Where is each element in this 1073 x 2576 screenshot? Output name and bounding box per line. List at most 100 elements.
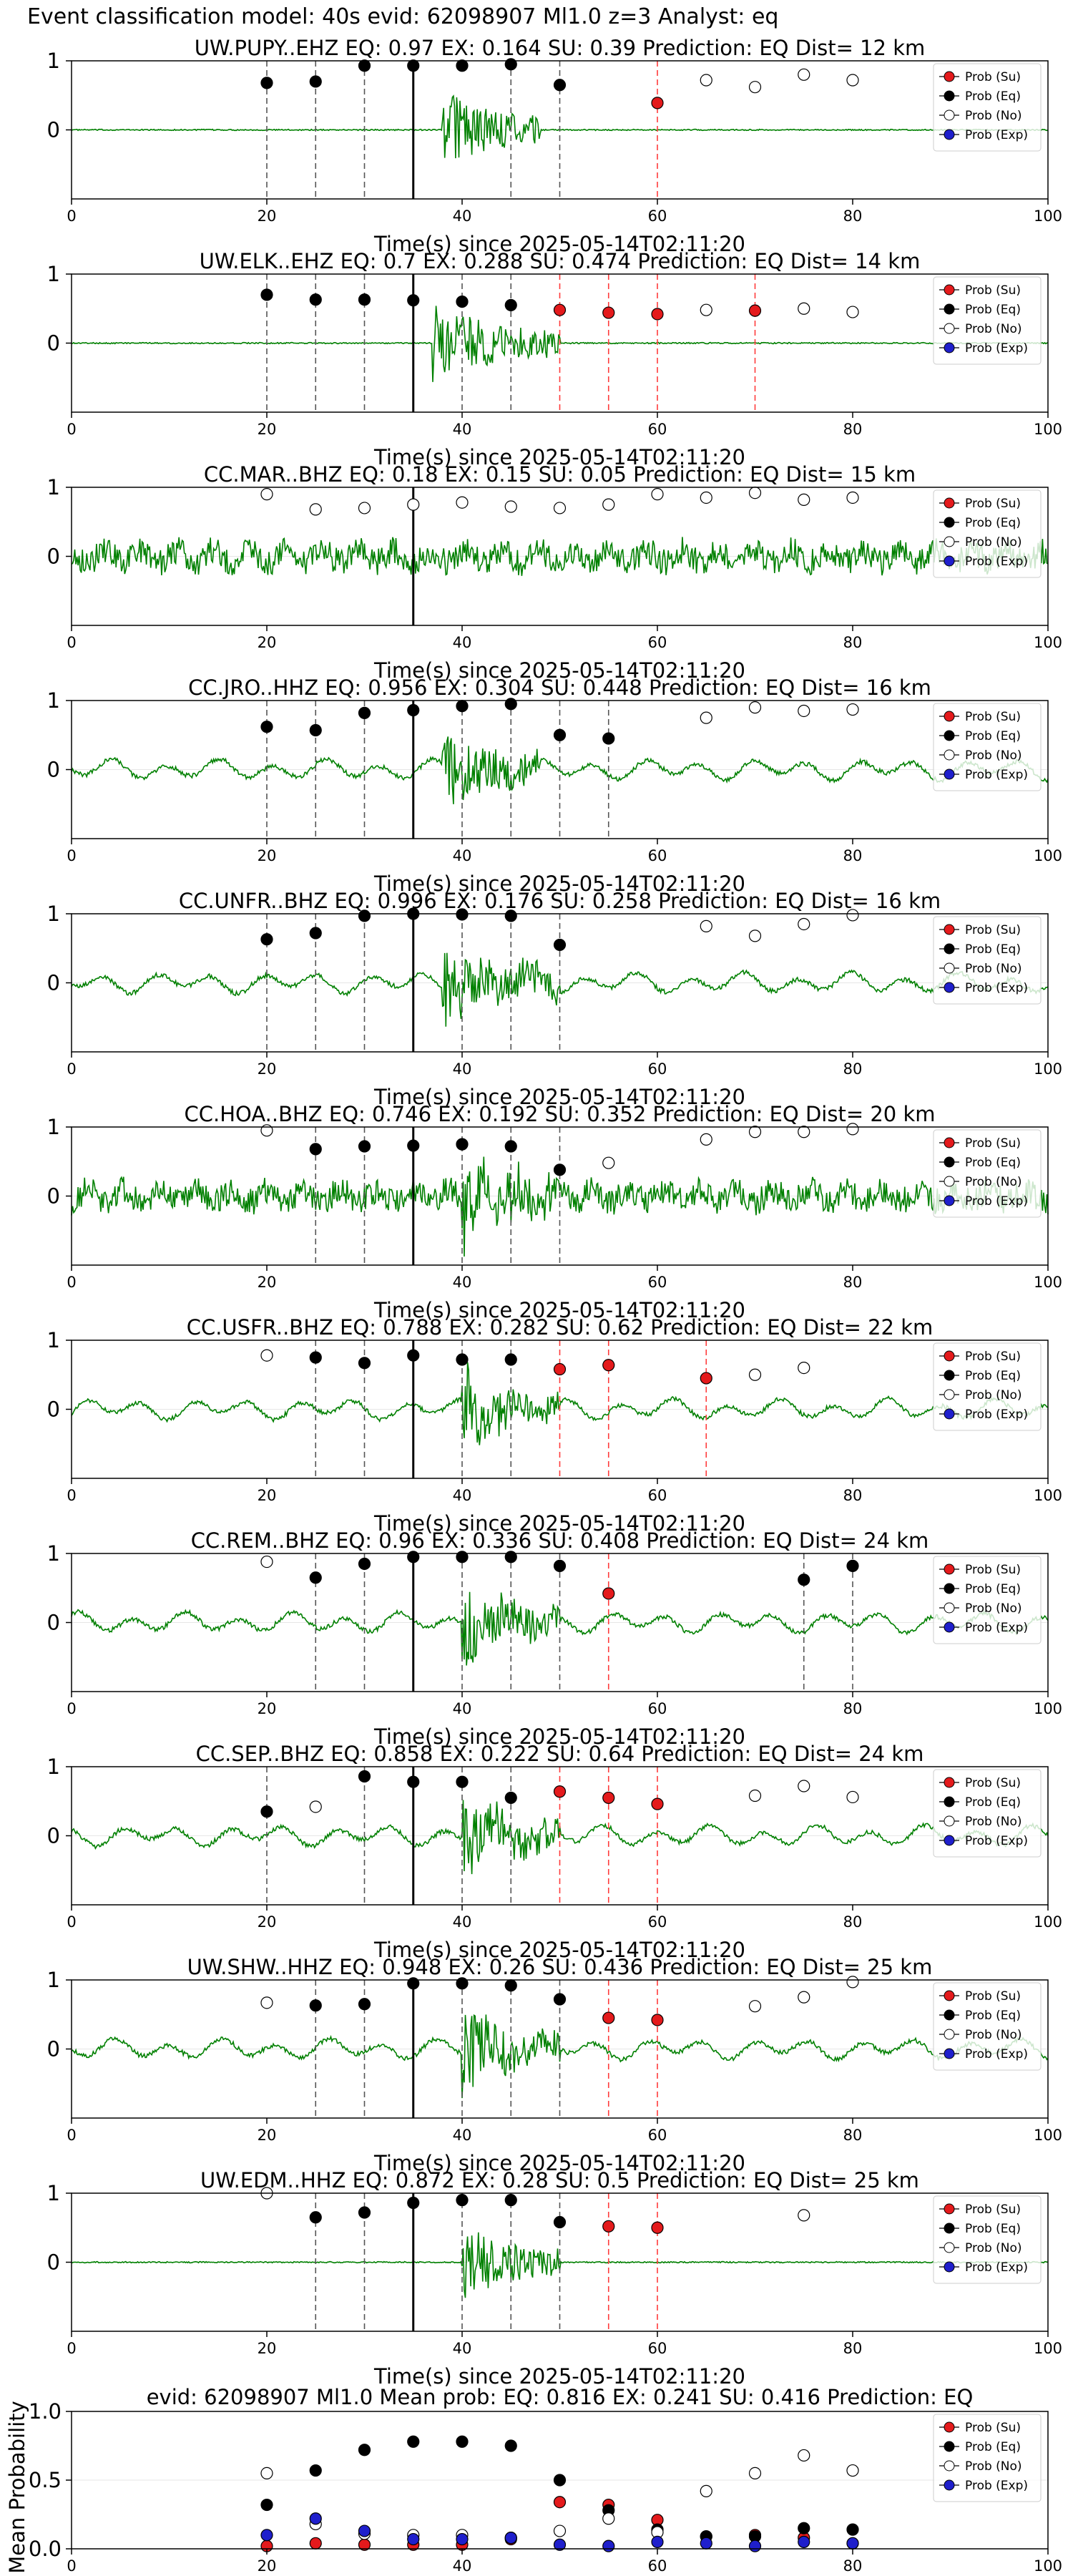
prob-point: [798, 1126, 810, 1138]
legend-box: [933, 1342, 1042, 1431]
summary-panel: evid: 62098907 Ml1.0 Mean prob: EQ: 0.81…: [5, 2385, 1062, 2575]
prob-point: [798, 302, 810, 315]
prob-point: [846, 491, 859, 504]
y-tick-label: 1: [47, 1541, 60, 1566]
legend-label: Prob (Exp): [965, 1834, 1028, 1848]
prob-point: [602, 732, 615, 745]
legend-label: Prob (No): [965, 1388, 1022, 1402]
prob-point: [602, 2011, 615, 2024]
legend-label: Prob (Eq): [965, 303, 1021, 317]
legend-marker: [944, 497, 955, 509]
y-tick-label: 0: [47, 118, 60, 142]
legend-label: Prob (Exp): [965, 1194, 1028, 1209]
prob-point: [358, 293, 371, 306]
mean-prob-point: [602, 2540, 615, 2552]
x-tick-label: 0: [67, 1700, 76, 1717]
y-tick-label: 1: [47, 1115, 60, 1139]
y-tick-label: 1: [47, 1328, 60, 1352]
prob-point: [602, 1587, 615, 1600]
legend-label: Prob (No): [965, 748, 1022, 763]
prob-point: [748, 1789, 762, 1802]
x-tick-label: 40: [453, 2557, 472, 2575]
mean-prob-point: [553, 2524, 567, 2537]
x-tick-label: 40: [453, 1700, 472, 1717]
prob-point: [309, 1571, 322, 1584]
station-panel: UW.PUPY..EHZ EQ: 0.97 EX: 0.164 SU: 0.39…: [47, 36, 1063, 256]
legend-marker: [944, 90, 955, 102]
panel-title: CC.HOA..BHZ EQ: 0.746 EX: 0.192 SU: 0.35…: [184, 1102, 935, 1126]
prob-point: [602, 1359, 615, 1372]
prob-point: [358, 1357, 371, 1370]
prob-point: [456, 1551, 469, 1563]
x-tick-label: 60: [648, 2127, 667, 2144]
prob-point: [748, 487, 762, 499]
x-tick-label: 80: [843, 421, 863, 438]
legend-box: [933, 2195, 1042, 2284]
legend-marker: [944, 555, 955, 567]
mean-prob-point: [798, 2522, 810, 2534]
prob-point: [798, 1361, 810, 1375]
prob-point: [407, 1775, 420, 1788]
panel-title: CC.USFR..BHZ EQ: 0.788 EX: 0.282 SU: 0.6…: [187, 1315, 934, 1340]
legend-label: Prob (Eq): [965, 2222, 1021, 2236]
panel-title: UW.PUPY..EHZ EQ: 0.97 EX: 0.164 SU: 0.39…: [195, 36, 926, 60]
x-tick-label: 20: [258, 421, 277, 438]
waveform-trace: [71, 952, 1049, 1027]
prob-point: [407, 498, 420, 511]
prob-point: [407, 59, 420, 72]
prob-point: [358, 909, 371, 922]
x-tick-label: 100: [1034, 208, 1062, 225]
legend-marker: [944, 1156, 955, 1168]
panel-title: UW.EDM..HHZ EQ: 0.872 EX: 0.28 SU: 0.5 P…: [200, 2168, 919, 2192]
legend-label: Prob (Exp): [965, 2260, 1028, 2275]
prob-point: [748, 930, 762, 942]
legend-label: Prob (Eq): [965, 942, 1021, 957]
legend-marker: [944, 2223, 955, 2234]
legend-label: Prob (No): [965, 2459, 1022, 2474]
x-tick-label: 20: [258, 2557, 277, 2575]
prob-point: [748, 1126, 762, 1138]
legend-marker: [944, 536, 955, 547]
legend-marker: [944, 1835, 955, 1846]
prob-point: [798, 704, 810, 718]
mean-prob-point: [309, 2537, 322, 2550]
legend-label: Prob (Eq): [965, 2440, 1021, 2454]
prob-point: [651, 97, 664, 109]
mean-prob-point: [798, 2535, 810, 2548]
prob-point: [407, 703, 420, 717]
prob-point: [260, 288, 273, 301]
prob-point: [456, 908, 469, 921]
prob-point: [260, 1555, 273, 1568]
x-tick-label: 100: [1034, 421, 1062, 438]
legend-label: Prob (Eq): [965, 516, 1021, 530]
mean-prob-point: [358, 2444, 371, 2457]
mean-prob-point: [553, 2474, 567, 2487]
legend-label: Prob (Exp): [965, 2479, 1028, 2493]
x-tick-label: 20: [258, 1913, 277, 1931]
legend-label: Prob (No): [965, 322, 1022, 336]
prob-point: [651, 308, 664, 321]
prob-point: [553, 938, 567, 952]
x-tick-label: 80: [843, 1274, 863, 1291]
prob-point: [700, 711, 712, 724]
y-tick-label: 1: [47, 2181, 60, 2205]
y-tick-label: 0: [47, 331, 60, 356]
prob-point: [309, 1800, 322, 1813]
x-tick-label: 0: [67, 634, 76, 651]
panel-title: CC.JRO..HHZ EQ: 0.956 EX: 0.304 SU: 0.44…: [188, 675, 931, 700]
x-tick-label: 80: [843, 2127, 863, 2144]
x-tick-label: 0: [67, 2557, 76, 2575]
legend-box: [933, 703, 1042, 791]
x-tick-label: 40: [453, 1913, 472, 1931]
prob-point: [309, 293, 322, 306]
mean-prob-point: [456, 2532, 469, 2546]
mean-prob-point: [504, 2532, 517, 2545]
legend-marker: [944, 129, 955, 140]
y-tick-label: 0: [47, 2250, 60, 2275]
x-tick-label: 0: [67, 421, 76, 438]
prob-point: [504, 58, 517, 71]
legend-label: Prob (Su): [965, 1776, 1021, 1790]
prob-point: [358, 502, 371, 514]
panel-title: CC.REM..BHZ EQ: 0.96 EX: 0.336 SU: 0.408…: [191, 1528, 929, 1553]
panel-title: CC.MAR..BHZ EQ: 0.18 EX: 0.15 SU: 0.05 P…: [204, 462, 916, 487]
